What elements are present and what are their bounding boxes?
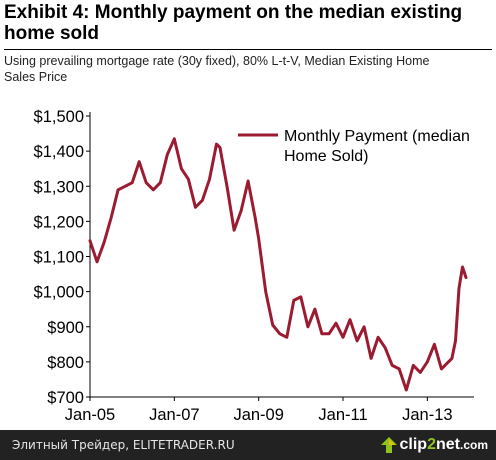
y-tick-label: $800 (47, 354, 84, 372)
data-point (300, 296, 302, 298)
x-tick-label: Jan-07 (149, 406, 199, 424)
series-line (88, 137, 468, 392)
data-point (103, 241, 105, 244)
chart-title-line-1: Exhibit 4: Monthly payment on the median… (4, 2, 463, 23)
data-point (226, 185, 228, 188)
data-point (426, 361, 429, 363)
data-point (166, 153, 169, 156)
data-point (356, 340, 358, 342)
data-point (173, 138, 176, 140)
data-point (461, 266, 464, 268)
x-tick-label: Jan-05 (65, 406, 115, 424)
y-tick-label: $1,100 (34, 249, 84, 267)
data-point (138, 160, 140, 163)
y-tick-label: $1,400 (34, 143, 84, 161)
data-point (159, 181, 162, 184)
data-point (349, 318, 351, 321)
data-point (458, 287, 460, 289)
data-point (201, 199, 204, 202)
data-point (412, 364, 415, 367)
data-point (187, 178, 190, 180)
data-point (447, 361, 450, 363)
data-point (307, 326, 309, 328)
data-point (384, 347, 387, 349)
data-point (219, 146, 221, 149)
data-point (247, 180, 249, 182)
data-point (134, 171, 137, 173)
data-point (286, 336, 288, 339)
data-point (405, 389, 408, 391)
y-tick-label: $1,300 (34, 178, 84, 196)
data-point (419, 371, 422, 374)
data-point (240, 210, 242, 212)
y-tick-label: $1,200 (34, 213, 84, 231)
watermark-footer: Элитный Трейдер, ELITETRADER.RU clip2net… (0, 430, 496, 460)
data-point (152, 189, 155, 191)
data-point (363, 326, 365, 328)
data-point (377, 336, 379, 339)
data-point (451, 357, 453, 360)
data-point (321, 333, 323, 335)
line-chart: $700 $800 $900 $1,000 $1,100 $1,200 $1,300 $1,4… (34, 108, 474, 424)
chart-subtitle-line-1: Using prevailing mortgage rate (30y fixe… (4, 54, 430, 68)
legend-label-line-1: Monthly Payment (median (284, 128, 470, 145)
x-tick-label: Jan-13 (402, 406, 452, 424)
data-point (254, 217, 256, 219)
data-point (328, 333, 330, 335)
data-point (391, 364, 394, 367)
data-point (335, 322, 337, 325)
data-point (342, 336, 344, 339)
chart-header: Exhibit 4: Monthly payment on the median… (4, 2, 492, 50)
data-point (131, 181, 133, 184)
y-tick-label: $1,000 (34, 284, 84, 302)
chart-title-line-2: home sold (4, 23, 100, 44)
watermark-text: Элитный Трейдер, ELITETRADER.RU (12, 438, 235, 452)
chart-subtitle: Using prevailing mortgage rate (30y fixe… (4, 53, 492, 85)
y-tick-label: $900 (47, 319, 84, 337)
data-point (233, 229, 235, 231)
clip2net-logo: clip2net.com (380, 434, 488, 456)
brand-name: clip2net.com (399, 436, 488, 453)
data-point (279, 333, 281, 335)
data-point (124, 185, 126, 188)
up-arrow-icon (380, 437, 397, 453)
data-point (180, 167, 183, 170)
legend-label-line-2: Home Sold) (284, 148, 368, 165)
data-point (271, 324, 274, 326)
data-point (117, 189, 119, 191)
data-point (454, 340, 457, 342)
data-point (194, 206, 197, 209)
data-point (96, 261, 98, 263)
chart-subtitle-line-2: Sales Price (4, 70, 68, 84)
data-point (398, 368, 401, 370)
data-point (145, 181, 147, 184)
data-point (215, 143, 218, 145)
data-point (293, 299, 295, 302)
data-point (433, 343, 436, 346)
data-point (440, 368, 443, 370)
data-point (208, 178, 211, 180)
y-tick-label: $1,500 (34, 108, 84, 126)
x-tick-label: Jan-09 (233, 406, 283, 424)
data-point (257, 238, 260, 240)
y-tick-label: $700 (47, 389, 84, 407)
data-point (370, 357, 372, 360)
data-point (110, 217, 112, 219)
data-point (314, 308, 316, 311)
x-tick-label: Jan-11 (318, 406, 367, 424)
data-point (89, 239, 91, 242)
title-divider (4, 49, 492, 50)
data-point (465, 276, 467, 279)
data-point (264, 290, 267, 293)
